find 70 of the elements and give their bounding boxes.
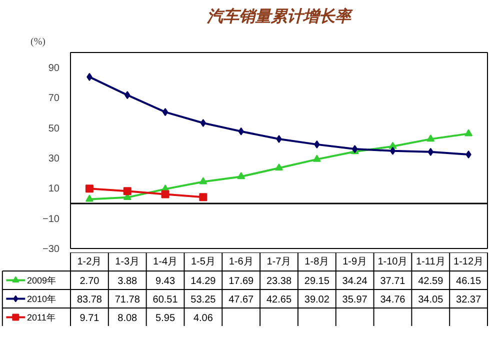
data-label: 37.71 [380, 276, 406, 287]
data-label: 60.51 [152, 294, 178, 306]
data-label: 5.95 [156, 312, 176, 324]
x-tick-label: 1-2月 [77, 256, 102, 268]
y-tick-label: 30 [48, 154, 60, 165]
data-label: 3.88 [118, 276, 138, 287]
data-label: 53.25 [190, 294, 216, 306]
x-tick-label: 1-8月 [304, 256, 330, 268]
point [123, 187, 132, 196]
data-label: 47.67 [228, 294, 254, 306]
data-label: 17.69 [228, 276, 254, 287]
legend-label: 2009年 [27, 275, 56, 286]
legend-label: 2010年 [27, 294, 56, 304]
point [161, 190, 170, 198]
data-label: 42.59 [418, 276, 444, 287]
point [85, 194, 94, 202]
legend-label: 2011年 [27, 312, 56, 322]
data-label: 39.02 [304, 294, 330, 306]
y-tick-label: 50 [48, 123, 60, 134]
data-label: 8.08 [118, 312, 138, 324]
x-tick-label: 1-3月 [115, 256, 140, 268]
point [199, 177, 208, 184]
data-label: 32.37 [456, 294, 482, 306]
data-label: 23.38 [266, 276, 292, 287]
y-tick-label: −30 [42, 244, 60, 255]
point [390, 146, 396, 155]
data-label: 34.24 [342, 276, 368, 287]
y-tick-label: 10 [48, 184, 60, 195]
point [312, 154, 321, 162]
point [124, 91, 130, 100]
x-tick-label: 1-11月 [416, 256, 446, 268]
y-axis-title: (%) [30, 36, 46, 48]
point [86, 72, 92, 81]
point [237, 172, 246, 180]
point [314, 140, 320, 148]
data-label: 46.15 [456, 276, 482, 287]
point [275, 163, 283, 171]
point [85, 184, 94, 193]
data-label: 35.97 [342, 294, 368, 306]
data-label: 2.70 [80, 276, 100, 287]
data-label: 42.65 [266, 294, 292, 306]
data-label: 9.71 [80, 312, 100, 324]
x-tick-label: 1-6月 [228, 256, 254, 268]
data-label: 29.15 [304, 276, 330, 287]
y-tick-label: −10 [42, 214, 60, 225]
data-label: 34.76 [380, 294, 406, 306]
point [464, 129, 473, 136]
x-tick-label: 1-10月 [378, 256, 408, 268]
point [162, 108, 168, 116]
point [200, 118, 206, 127]
point [426, 134, 435, 142]
x-tick-label: 1-5月 [190, 256, 216, 268]
point [199, 193, 208, 202]
point [428, 148, 434, 156]
point [466, 150, 472, 158]
data-label: 34.05 [418, 294, 444, 306]
y-tick-label: 70 [48, 93, 60, 104]
data-label: 4.06 [193, 312, 214, 324]
x-tick-label: 1-12月 [454, 256, 484, 268]
y-tick-label: 90 [48, 63, 60, 74]
point [238, 127, 244, 136]
x-tick-label: 1-7月 [266, 256, 292, 268]
data-label: 9.43 [156, 276, 176, 287]
data-label: 14.29 [190, 276, 216, 287]
data-label: 71.78 [114, 294, 140, 306]
x-tick-label: 1-9月 [342, 256, 368, 268]
point [276, 134, 282, 143]
chart-title: 汽车销量累计增长率 [206, 6, 353, 26]
data-label: 83.78 [76, 294, 102, 306]
x-tick-label: 1-4月 [153, 256, 178, 268]
